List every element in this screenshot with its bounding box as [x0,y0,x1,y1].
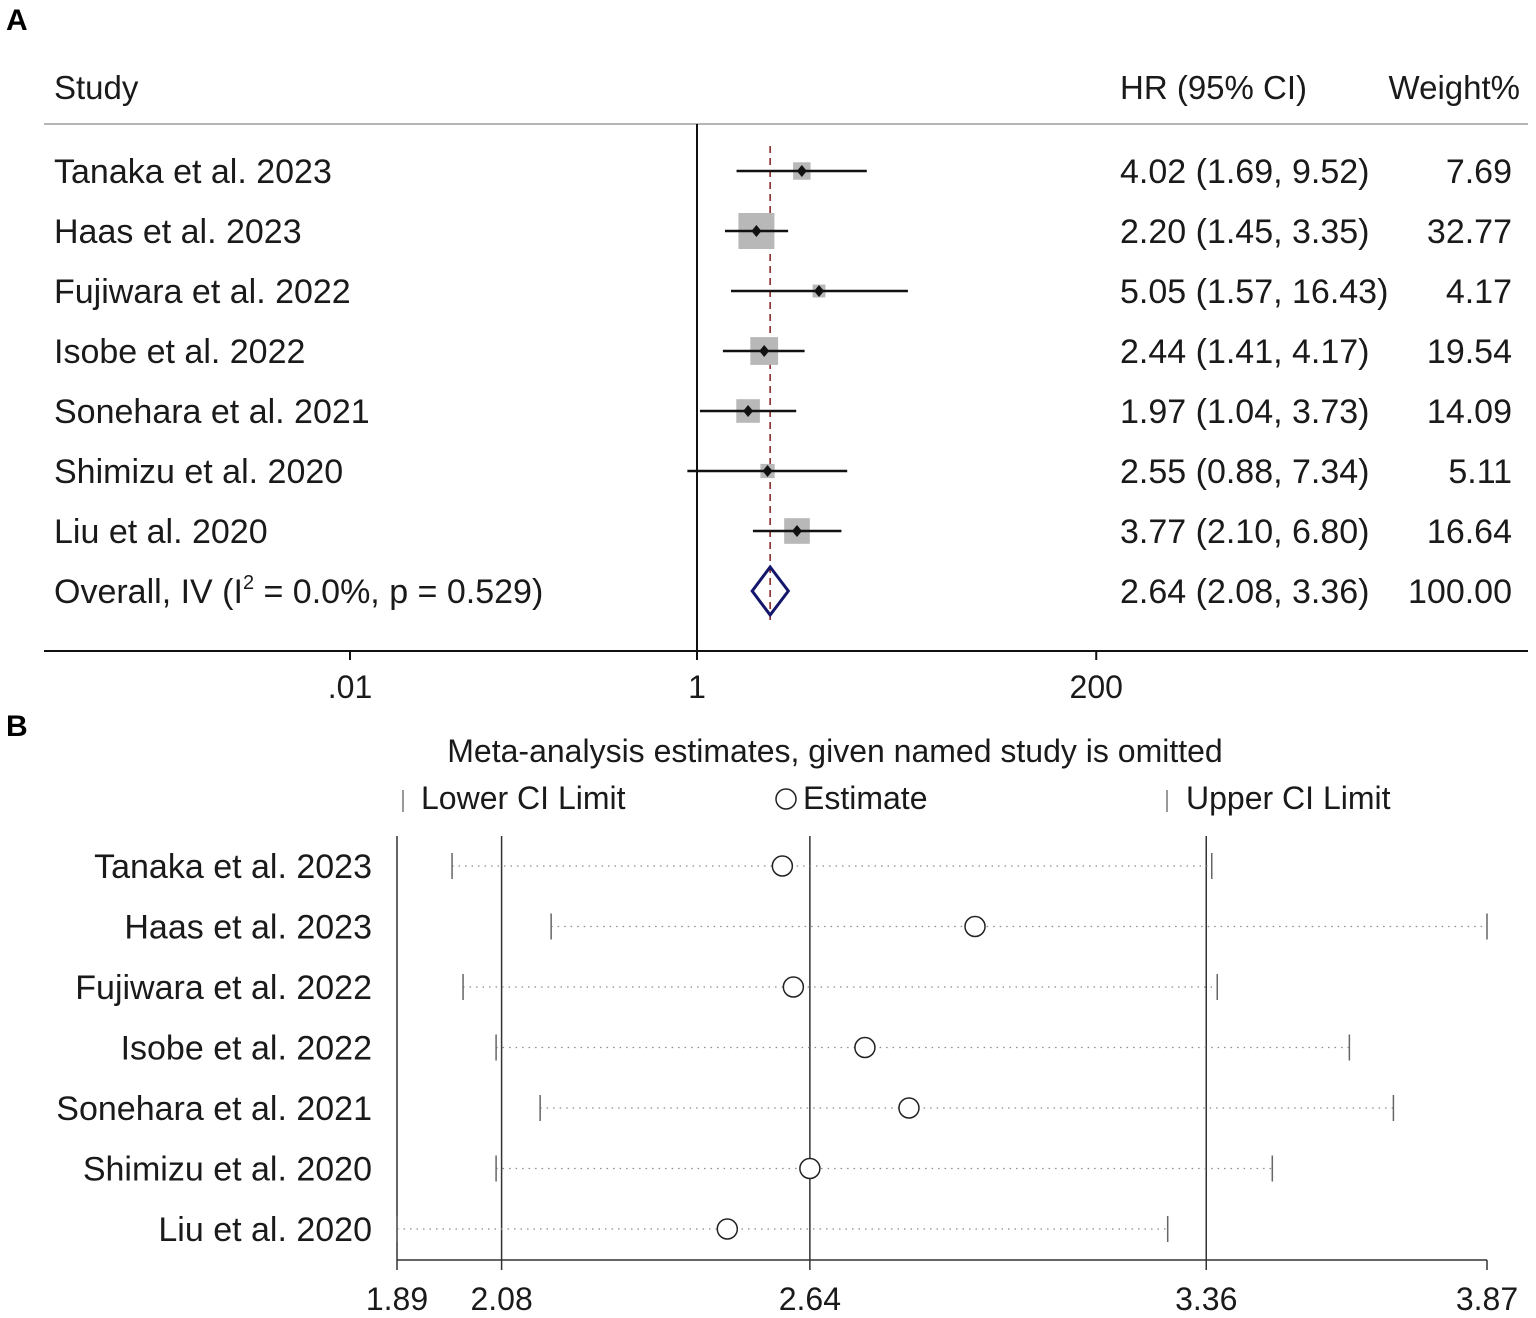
overall-label: Overall, IV (I2 = 0.0%, p = 0.529) [54,572,543,611]
legend-estimate-label: Estimate [803,780,927,816]
overall-weight-text: 100.00 [1408,573,1512,611]
point-estimate [762,465,773,477]
omitted-study-name: Isobe et al. 2022 [121,1030,372,1068]
legend: Lower CI Limit Estimate Upper CI Limit [402,780,1391,816]
panel-b-label: B [6,710,28,743]
study-name: Haas et al. 2023 [54,213,302,251]
study-name: Tanaka et al. 2023 [54,153,332,191]
estimate-marker [771,855,794,877]
point-estimate [759,345,770,357]
overall-hr-ci-text: 2.64 (2.08, 3.36) [1120,573,1370,611]
omitted-study-name: Haas et al. 2023 [124,909,372,947]
legend-upper-label: Upper CI Limit [1186,780,1391,816]
estimate-marker [716,1218,739,1240]
study-name: Shimizu et al. 2020 [54,453,343,491]
weight-text: 14.09 [1427,393,1512,431]
sensitivity-x-tick-label: 3.36 [1175,1281,1237,1317]
study-header: Study [54,69,139,106]
weight-text: 32.77 [1427,213,1512,251]
omitted-study-name: Sonehara et al. 2021 [56,1090,372,1128]
overall-diamond [750,564,791,618]
hr-ci-text: 4.02 (1.69, 9.52) [1120,153,1370,191]
estimate-marker [799,1157,821,1180]
weight-text: 7.69 [1446,153,1512,191]
point-estimate [791,525,802,537]
forest-x-tick-label: .01 [328,669,372,705]
hr-ci-text: 1.97 (1.04, 3.73) [1120,393,1370,431]
hr-ci-text: 2.20 (1.45, 3.35) [1120,213,1370,251]
omitted-study-name: Tanaka et al. 2023 [94,848,372,886]
estimate-marker [898,1097,920,1119]
hr-ci-text: 2.55 (0.88, 7.34) [1120,453,1370,491]
estimate-marker [854,1036,876,1059]
hr-ci-text: 5.05 (1.57, 16.43) [1120,273,1388,311]
panel-a-label: A [6,4,28,37]
study-name: Fujiwara et al. 2022 [54,273,351,311]
omitted-study-name: Shimizu et al. 2020 [83,1151,372,1189]
point-estimate [814,285,825,297]
omitted-study-name: Fujiwara et al. 2022 [75,969,372,1007]
weight-text: 4.17 [1446,273,1512,311]
sensitivity-x-tick-label: 2.64 [779,1281,841,1317]
weight-text: 19.54 [1427,333,1512,371]
sensitivity-title: Meta-analysis estimates, given named stu… [447,733,1222,769]
legend-estimate-marker [775,788,797,810]
study-name: Isobe et al. 2022 [54,333,305,371]
forest-plot: .01 1 200 Tanaka et al. 2023 4.02 (1.69, 9.5… [54,124,1512,705]
sensitivity-x-tick-label: 1.89 [366,1281,428,1317]
point-estimate [751,225,762,237]
point-estimate [796,165,807,177]
sensitivity-x-tick-label: 2.08 [470,1281,532,1317]
study-name: Liu et al. 2020 [54,513,268,551]
omitted-study-name: Liu et al. 2020 [158,1211,372,1249]
estimate-marker [782,976,805,998]
hr-header: HR (95% CI) [1120,69,1307,106]
point-estimate [743,405,754,417]
weight-text: 5.11 [1448,453,1512,491]
study-name: Sonehara et al. 2021 [54,393,370,431]
hr-ci-text: 2.44 (1.41, 4.17) [1120,333,1370,371]
sensitivity-x-tick-label: 3.87 [1456,1281,1518,1317]
weight-text: 16.64 [1427,513,1512,551]
forest-x-tick-label: 1 [688,669,706,705]
hr-ci-text: 3.77 (2.10, 6.80) [1120,513,1370,551]
legend-lower-label: Lower CI Limit [421,780,626,816]
estimate-marker [964,915,986,938]
weight-header: Weight% [1389,69,1520,106]
sensitivity-plot: 1.89 2.08 2.64 3.36 3.87 Tanaka et al. 2023 Ha… [56,836,1518,1317]
forest-x-tick-label: 200 [1070,669,1123,705]
